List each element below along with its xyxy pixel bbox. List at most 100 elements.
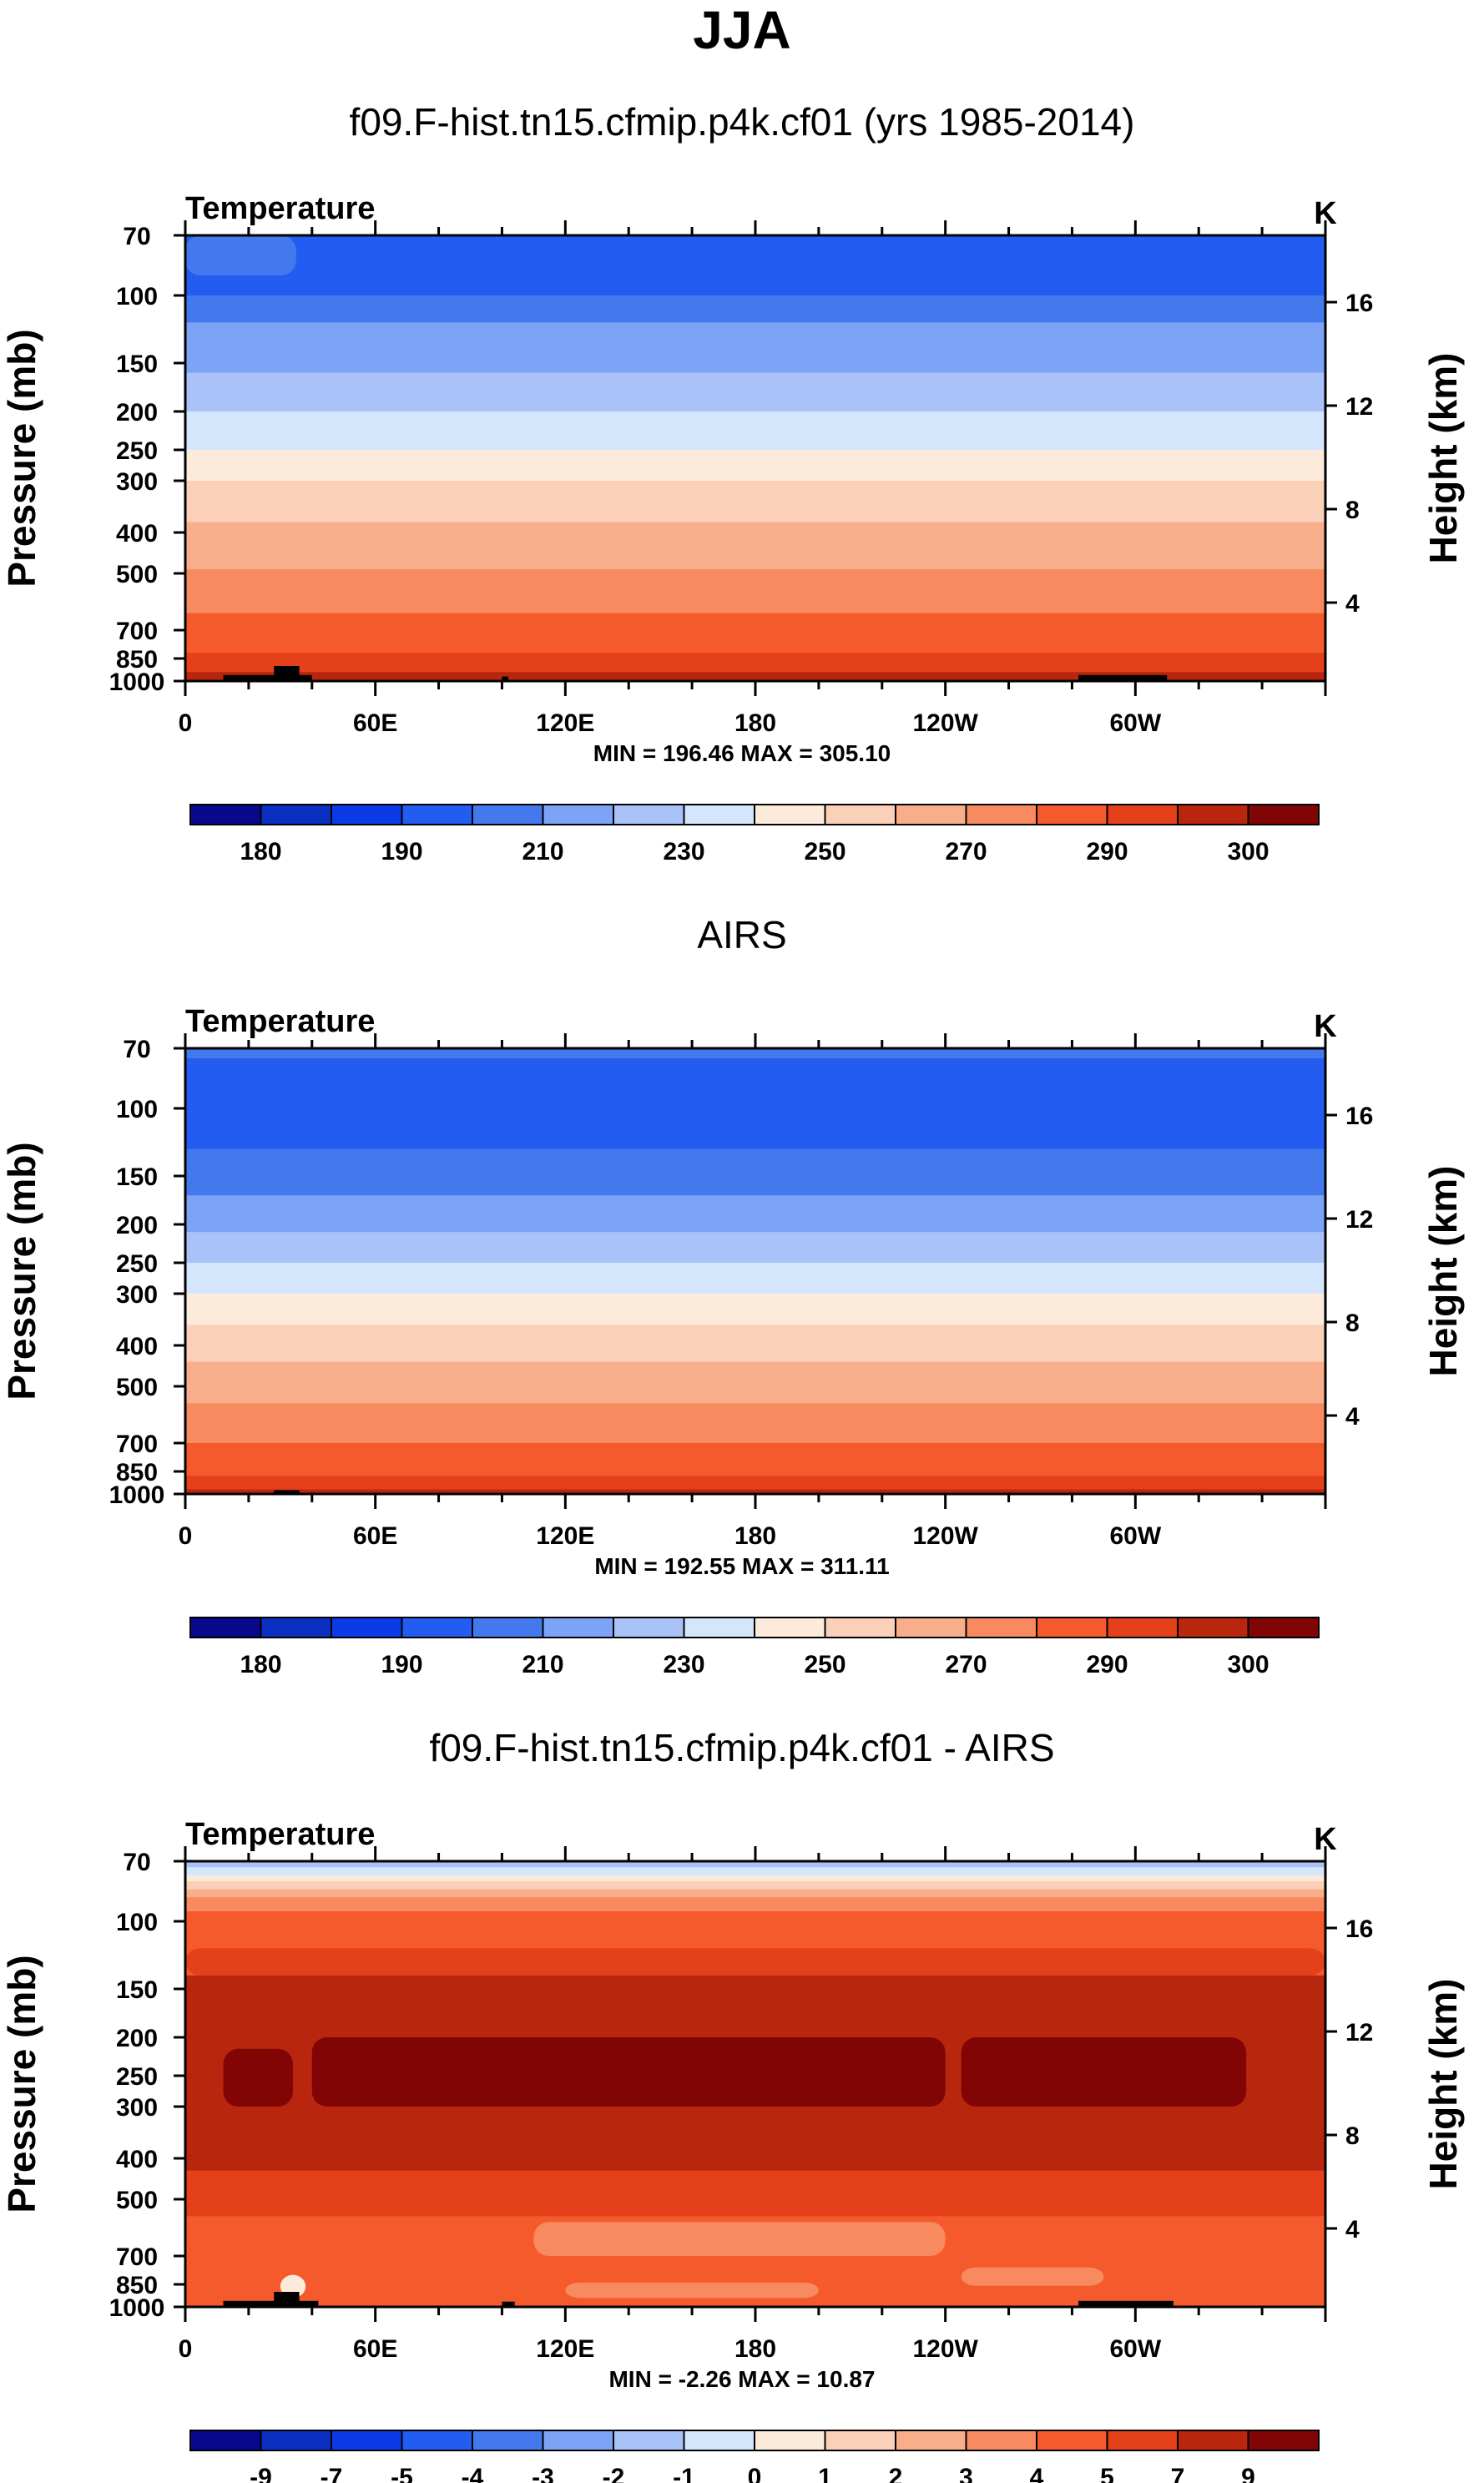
panels: f09.F-hist.tn15.cfmip.p4k.cf01 (yrs 1985… — [0, 100, 1465, 2483]
contour-band — [185, 450, 1325, 482]
x-tick-label: 60W — [1109, 2335, 1161, 2363]
colorbar-label: 190 — [381, 1651, 422, 1678]
height-tick-label: 12 — [1345, 393, 1373, 421]
pressure-tick-label: 700 — [116, 1431, 158, 1458]
pressure-tick-label: 70 — [123, 223, 150, 250]
pressure-tick-label: 200 — [116, 2025, 158, 2052]
colorbar-swatch — [1106, 1617, 1179, 1638]
contour-band — [185, 2170, 1325, 2217]
pressure-tick-label: 1000 — [109, 669, 165, 696]
terrain-mask — [274, 2292, 300, 2307]
pressure-tick-label: 1000 — [109, 1481, 165, 1509]
colorbar-label: 290 — [1086, 1651, 1128, 1678]
colorbar-swatch — [189, 1617, 262, 1638]
colorbar-swatch — [331, 1617, 403, 1638]
pressure-tick-label: 500 — [116, 2187, 158, 2214]
contour-band — [185, 569, 1325, 614]
colorbar-label: 230 — [663, 838, 704, 866]
plot-area — [185, 1861, 1325, 2307]
colorbar-swatch — [260, 804, 332, 825]
contour-band — [185, 1875, 1325, 1882]
pressure-tick-label: 150 — [116, 1976, 158, 2004]
contour-patch — [185, 235, 296, 275]
colorbar-label: 300 — [1227, 1651, 1269, 1678]
terrain-mask — [1078, 2300, 1174, 2307]
pressure-tick-label: 100 — [116, 283, 158, 310]
colorbar-swatch — [683, 804, 755, 825]
contour-band — [185, 1232, 1325, 1264]
colorbar-swatch — [401, 2430, 473, 2451]
colorbar-swatch — [542, 1617, 614, 1638]
x-tick-label: 60E — [353, 1522, 397, 1550]
colorbar-label: 180 — [240, 1651, 281, 1678]
panel-title: f09.F-hist.tn15.cfmip.p4k.cf01 (yrs 1985… — [350, 100, 1135, 144]
contour-patch — [223, 2048, 294, 2107]
contour-band — [185, 411, 1325, 451]
colorbar-swatch — [542, 2430, 614, 2451]
pressure-tick-label: 400 — [116, 2146, 158, 2173]
height-tick-label: 16 — [1345, 290, 1373, 317]
contour-patch — [311, 2037, 946, 2107]
x-tick-label: 180 — [734, 1522, 776, 1550]
contour-patch — [961, 2267, 1104, 2286]
colorbar-swatch — [965, 2430, 1037, 2451]
colorbar-swatch — [1247, 1617, 1320, 1638]
contour-band — [185, 1148, 1325, 1196]
x-tick-label: 120E — [536, 1522, 594, 1550]
terrain-mask — [502, 2301, 515, 2307]
terrain-mask — [223, 674, 312, 681]
contour-band — [185, 1263, 1325, 1294]
pressure-tick-label: 300 — [116, 468, 158, 496]
pressure-tick-label: 250 — [116, 1250, 158, 1278]
contour-band — [185, 322, 1325, 374]
colorbar-swatch — [1177, 804, 1249, 825]
contour-band — [185, 1325, 1325, 1363]
figure-title: JJA — [693, 0, 790, 60]
colorbar-label: 3 — [959, 2464, 973, 2483]
colorbar-label: 270 — [945, 838, 987, 866]
colorbar-swatch — [331, 804, 403, 825]
pressure-tick-label: 1000 — [109, 2294, 165, 2322]
pressure-tick-label: 70 — [123, 1036, 150, 1063]
terrain-mask — [274, 1490, 300, 1494]
contour-patch — [565, 2282, 819, 2299]
colorbar-label: -7 — [321, 2464, 343, 2483]
contour-band — [185, 1058, 1325, 1150]
colorbar-swatch — [472, 804, 544, 825]
colorbar-swatch — [895, 2430, 967, 2451]
colorbar-swatch — [824, 804, 896, 825]
pressure-tick-label: 500 — [116, 1374, 158, 1401]
colorbar-label: -9 — [250, 2464, 272, 2483]
colorbar-swatch — [754, 1617, 826, 1638]
colorbar-swatch — [472, 1617, 544, 1638]
pressure-tick-label: 850 — [116, 646, 158, 674]
colorbar-label: 210 — [522, 838, 563, 866]
x-tick-label: 120W — [912, 1522, 978, 1550]
contour-band — [185, 1361, 1325, 1404]
colorbar-swatch — [1177, 1617, 1249, 1638]
x-tick-label: 60E — [353, 2335, 397, 2363]
colorbar-swatch — [260, 2430, 332, 2451]
contour-band — [185, 1861, 1325, 1868]
colorbar-label: 7 — [1171, 2464, 1185, 2483]
colorbar-label: 250 — [804, 1651, 845, 1678]
height-tick-label: 8 — [1345, 2122, 1360, 2150]
colorbar-swatch — [1247, 804, 1320, 825]
colorbar-swatch — [965, 804, 1037, 825]
pressure-tick-label: 500 — [116, 561, 158, 588]
pressure-tick-label: 400 — [116, 520, 158, 548]
x-tick-label: 0 — [179, 2335, 193, 2363]
height-tick-label: 8 — [1345, 1310, 1360, 1337]
contour-band — [185, 1294, 1325, 1325]
colorbar-label: 2 — [889, 2464, 903, 2483]
pressure-tick-label: 200 — [116, 399, 158, 426]
x-tick-label: 60W — [1109, 1522, 1161, 1550]
height-tick-label: 12 — [1345, 1206, 1373, 1234]
panel-title: f09.F-hist.tn15.cfmip.p4k.cf01 - AIRS — [429, 1726, 1054, 1769]
y-axis-title: Pressure (mb) — [0, 1955, 43, 2213]
pressure-tick-label: 100 — [116, 1909, 158, 1936]
pressure-tick-label: 850 — [116, 1459, 158, 1486]
colorbar-swatch — [895, 804, 967, 825]
contour-band — [185, 522, 1325, 570]
